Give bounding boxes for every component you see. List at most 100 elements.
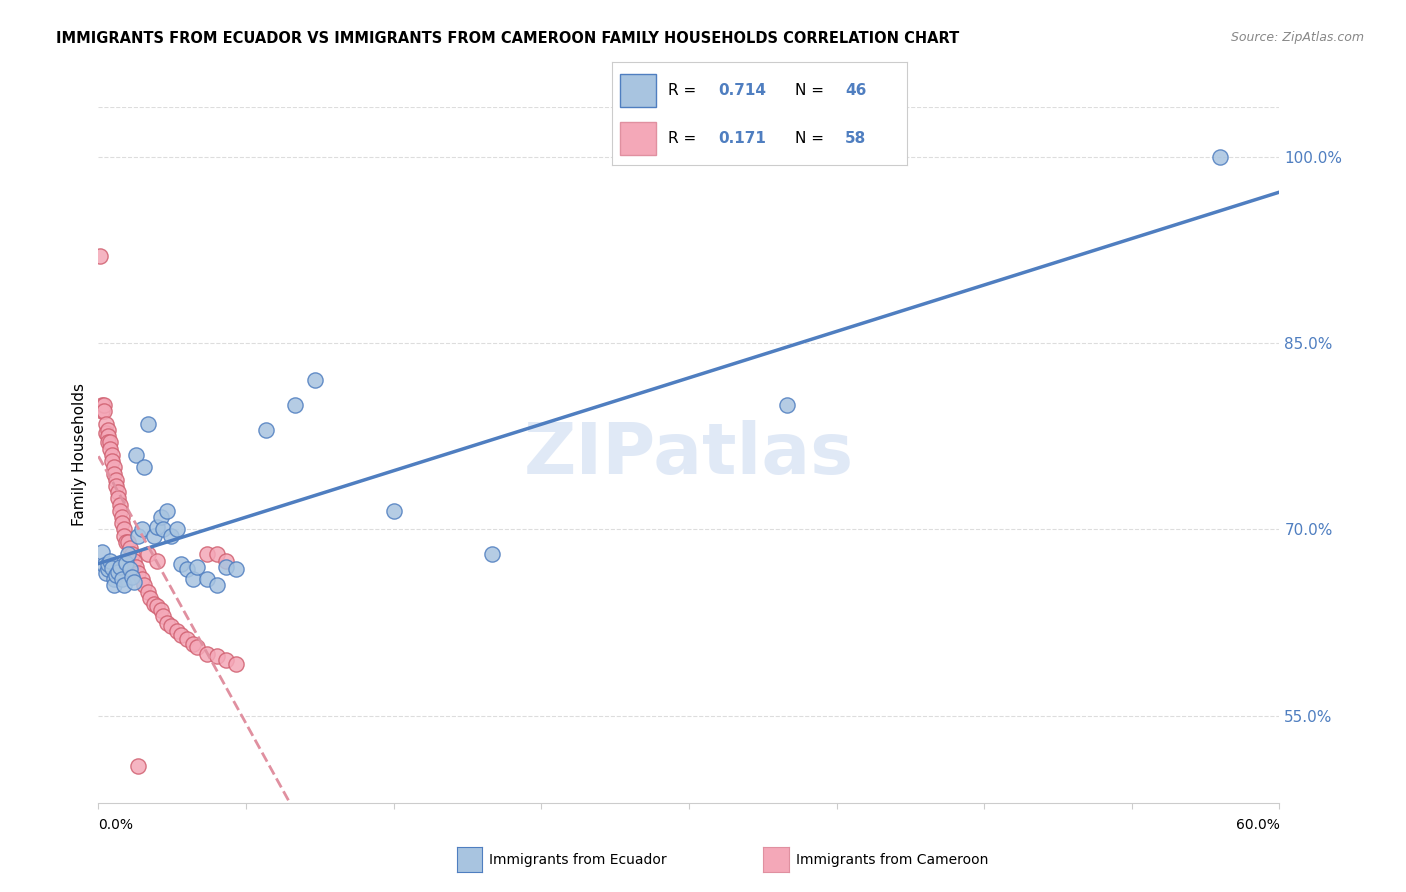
Point <box>98 553 121 567</box>
Point <box>152 523 174 537</box>
Text: Source: ZipAtlas.com: Source: ZipAtlas.com <box>1230 31 1364 45</box>
Point <box>91 404 114 418</box>
Point <box>97 435 120 450</box>
Point <box>176 562 198 576</box>
Point <box>1209 150 1232 164</box>
Point <box>127 758 149 772</box>
Text: 60.0%: 60.0% <box>1236 818 1279 832</box>
Text: 0.0%: 0.0% <box>98 818 134 832</box>
Point <box>166 624 188 639</box>
Point <box>107 565 129 579</box>
Point <box>91 398 114 412</box>
Point <box>111 572 134 586</box>
Point <box>96 425 118 440</box>
Point <box>150 603 173 617</box>
Point <box>142 529 165 543</box>
Text: ZIPatlas: ZIPatlas <box>524 420 853 490</box>
Text: 46: 46 <box>845 83 866 97</box>
Point <box>103 578 125 592</box>
FancyBboxPatch shape <box>620 122 655 155</box>
Point <box>382 504 405 518</box>
Point <box>97 562 120 576</box>
Point <box>205 547 228 561</box>
Point <box>101 561 124 575</box>
Point <box>215 653 238 667</box>
Point <box>105 473 128 487</box>
Point <box>186 640 208 655</box>
Point <box>121 547 143 561</box>
Point <box>91 545 114 559</box>
Point <box>127 529 149 543</box>
Text: 0.714: 0.714 <box>718 83 766 97</box>
Point <box>115 556 138 570</box>
Point <box>215 553 238 567</box>
Point <box>93 558 115 573</box>
Point <box>98 435 121 450</box>
Point <box>115 535 138 549</box>
Text: 0.171: 0.171 <box>718 131 766 146</box>
Point <box>108 559 131 574</box>
Point <box>93 398 115 412</box>
Point <box>254 423 277 437</box>
Point <box>105 479 128 493</box>
Text: N =: N = <box>794 131 828 146</box>
Point <box>125 448 148 462</box>
Point <box>112 529 135 543</box>
Point <box>132 460 155 475</box>
Point <box>105 568 128 582</box>
Point <box>125 559 148 574</box>
Point <box>170 558 193 572</box>
Point <box>108 504 131 518</box>
Point <box>284 398 307 412</box>
Point <box>160 529 183 543</box>
Point <box>186 559 208 574</box>
Point <box>122 574 145 589</box>
Point <box>131 523 153 537</box>
Point <box>93 404 115 418</box>
Point <box>136 584 159 599</box>
Point <box>112 523 135 537</box>
Point <box>96 417 118 431</box>
Text: IMMIGRANTS FROM ECUADOR VS IMMIGRANTS FROM CAMEROON FAMILY HOUSEHOLDS CORRELATIO: IMMIGRANTS FROM ECUADOR VS IMMIGRANTS FR… <box>56 31 959 46</box>
Point <box>304 373 326 387</box>
Point <box>112 578 135 592</box>
Point <box>107 491 129 506</box>
Point <box>96 566 118 580</box>
Point <box>150 510 173 524</box>
Point <box>108 498 131 512</box>
Point <box>121 570 143 584</box>
Point <box>131 572 153 586</box>
Point <box>215 559 238 574</box>
Point <box>166 523 188 537</box>
Point <box>181 637 204 651</box>
Point <box>117 547 139 561</box>
Point <box>136 417 159 431</box>
Point <box>146 520 169 534</box>
Point <box>205 649 228 664</box>
Point <box>101 454 124 468</box>
Point <box>111 516 134 531</box>
Point <box>97 429 120 443</box>
Point <box>97 558 120 572</box>
Text: 58: 58 <box>845 131 866 146</box>
Point <box>138 591 160 605</box>
Point <box>103 467 125 481</box>
FancyBboxPatch shape <box>620 74 655 106</box>
Point <box>127 566 149 580</box>
Point <box>181 572 204 586</box>
Point <box>118 541 141 555</box>
Point <box>107 485 129 500</box>
Point <box>176 632 198 646</box>
Point <box>103 572 125 586</box>
Point <box>103 460 125 475</box>
Point <box>481 547 503 561</box>
Point <box>225 562 247 576</box>
Point <box>132 578 155 592</box>
Point <box>195 572 218 586</box>
Point <box>170 628 193 642</box>
Text: R =: R = <box>668 83 700 97</box>
Text: R =: R = <box>668 131 706 146</box>
Point <box>101 448 124 462</box>
Point <box>152 609 174 624</box>
Point <box>146 553 169 567</box>
